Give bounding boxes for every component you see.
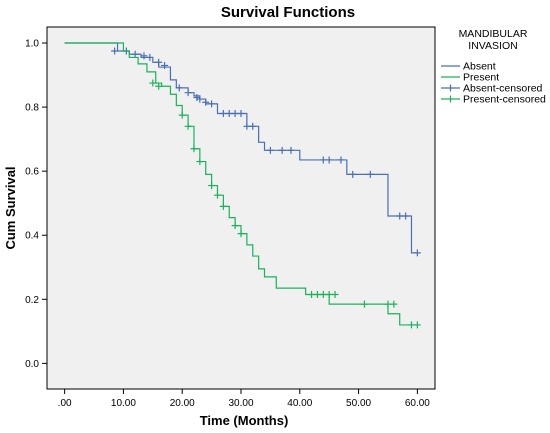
censored-mark-present xyxy=(231,222,239,230)
censored-mark-absent xyxy=(161,61,169,69)
censored-mark-present xyxy=(331,290,339,298)
x-tick-label: 10.00 xyxy=(111,398,136,409)
censored-mark-absent xyxy=(225,109,233,117)
censored-mark-absent xyxy=(146,53,154,61)
censored-mark-absent xyxy=(237,109,245,117)
censored-mark-absent xyxy=(243,122,251,130)
censored-mark-present xyxy=(319,290,327,298)
censored-mark-absent xyxy=(184,89,192,97)
censored-mark-present xyxy=(190,145,198,153)
censored-mark-absent xyxy=(202,98,210,106)
censored-mark-absent xyxy=(193,93,201,101)
y-tick-label: 0.4 xyxy=(25,231,39,242)
censored-mark-absent xyxy=(155,58,163,66)
legend-title-line-2: INVASION xyxy=(468,40,517,52)
censored-mark-absent xyxy=(131,50,139,58)
chart-title: Survival Functions xyxy=(221,4,355,21)
x-tick-label: 30.00 xyxy=(228,398,253,409)
censored-mark-absent xyxy=(111,47,119,55)
censored-mark-absent xyxy=(175,84,183,92)
y-axis-label: Cum Survival xyxy=(3,166,18,249)
series-layer xyxy=(64,42,421,329)
legend-title-line-1: MANDIBULAR xyxy=(459,28,528,40)
y-tick-label: 0.8 xyxy=(25,103,39,114)
censored-mark-absent xyxy=(287,146,295,154)
x-axis-label: Time (Months) xyxy=(200,413,289,428)
x-tick-label: 50.00 xyxy=(346,398,371,409)
censored-mark-absent xyxy=(278,146,286,154)
censored-mark-absent xyxy=(266,146,274,154)
y-tick-label: 0.2 xyxy=(25,295,39,306)
censored-mark-present xyxy=(196,158,204,166)
censored-mark-absent xyxy=(413,249,421,257)
legend: MANDIBULAR INVASION AbsentPresentAbsent-… xyxy=(441,28,546,106)
censored-mark-absent xyxy=(249,122,257,130)
legend-label: Present-censored xyxy=(463,94,546,106)
censored-mark-absent xyxy=(140,52,148,60)
censored-mark-absent xyxy=(231,109,239,117)
censored-mark-present xyxy=(155,82,163,90)
y-tick-label: 1.0 xyxy=(25,39,39,50)
censored-mark-present xyxy=(413,321,421,329)
censored-mark-present xyxy=(178,111,186,119)
censored-mark-present xyxy=(213,191,221,199)
censored-mark-present xyxy=(407,321,415,329)
legend-label: Absent-censored xyxy=(463,83,543,95)
censored-mark-present xyxy=(384,300,392,308)
y-tick-label: 0.0 xyxy=(25,359,39,370)
legend-label: Present xyxy=(463,72,499,84)
y-tick-label: 0.6 xyxy=(25,167,39,178)
legend-items: AbsentPresentAbsent-censoredPresent-cens… xyxy=(441,61,546,106)
censored-mark-present xyxy=(325,290,333,298)
censored-mark-absent xyxy=(219,109,227,117)
x-tick-label: 20.00 xyxy=(170,398,195,409)
axes: .00 10.00 20.00 30.00 40.00 50.00 60.00 0.0 0.2 0… xyxy=(25,39,430,409)
censored-mark-absent xyxy=(349,170,357,178)
censored-mark-present xyxy=(313,290,321,298)
censored-mark-absent xyxy=(402,212,410,220)
x-tick-label: 40.00 xyxy=(287,398,312,409)
censored-mark-absent xyxy=(208,100,216,108)
censored-mark-absent xyxy=(196,95,204,103)
censored-mark-present xyxy=(308,290,316,298)
censored-mark-present xyxy=(237,230,245,238)
censored-mark-present xyxy=(360,300,368,308)
censored-mark-present xyxy=(149,79,157,87)
x-tick-label: 60.00 xyxy=(405,398,430,409)
censored-mark-absent xyxy=(396,212,404,220)
censored-mark-present xyxy=(219,202,227,210)
censored-mark-absent xyxy=(325,156,333,164)
censored-mark-present xyxy=(390,300,398,308)
legend-label: Absent xyxy=(463,61,496,73)
censored-mark-present xyxy=(184,122,192,130)
censored-mark-absent xyxy=(337,156,345,164)
censored-mark-absent xyxy=(366,170,374,178)
censored-mark-absent xyxy=(319,156,327,164)
x-tick-label: .00 xyxy=(58,398,72,409)
censored-mark-present xyxy=(208,182,216,190)
plot-area xyxy=(46,26,436,390)
